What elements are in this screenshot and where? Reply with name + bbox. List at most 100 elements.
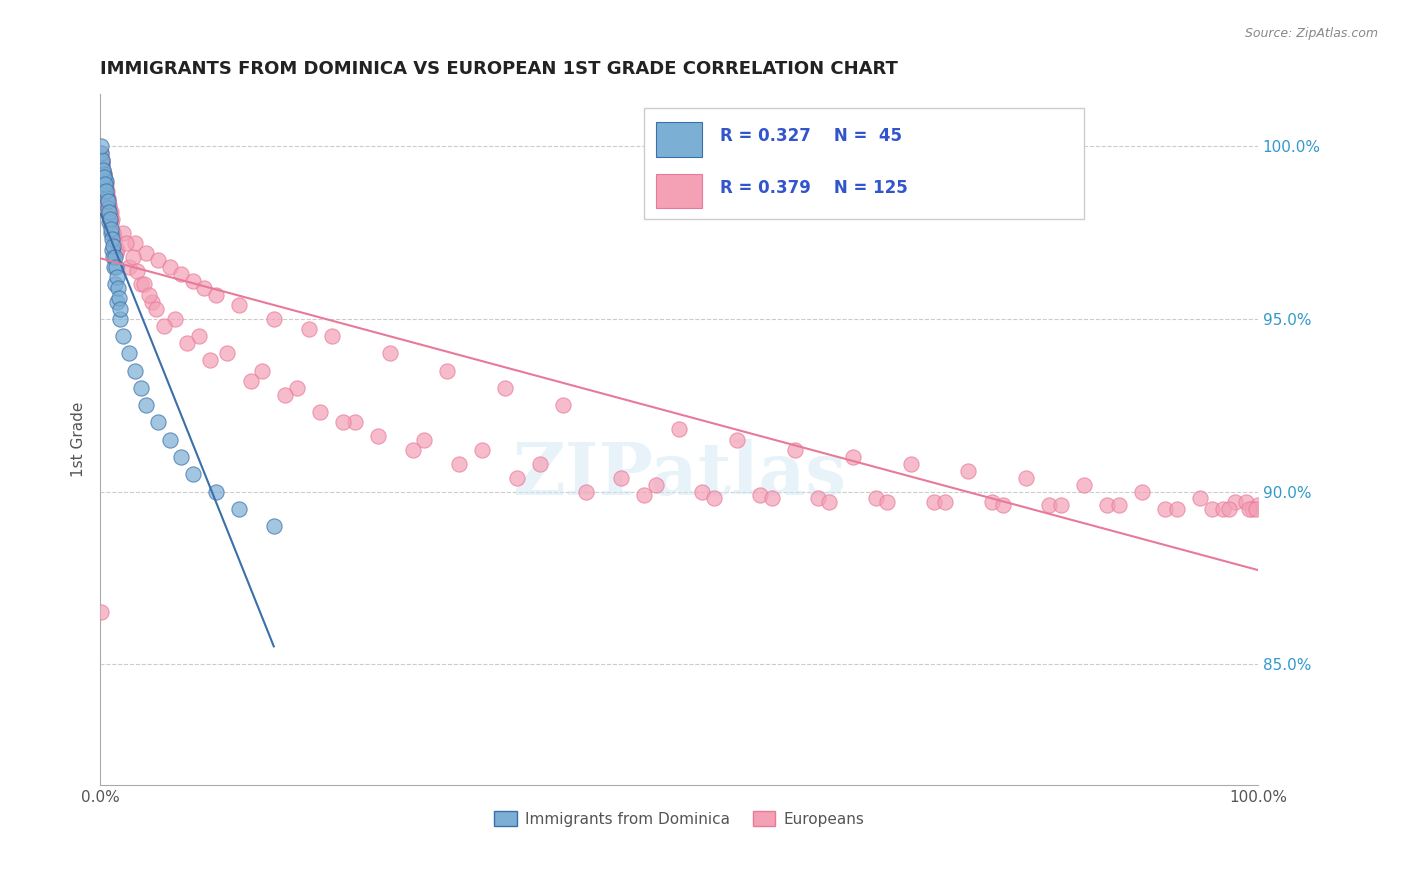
Europeans (129, 277, 152, 292)
Europeans (127, 263, 149, 277)
Europeans (343, 416, 366, 430)
Immigrants from Dominica (181, 467, 204, 482)
Immigrants from Dominica (91, 163, 114, 178)
Europeans (96, 184, 118, 198)
Europeans (980, 495, 1002, 509)
Europeans (807, 491, 830, 506)
Europeans (1038, 499, 1060, 513)
Europeans (91, 160, 114, 174)
Europeans (783, 443, 806, 458)
Europeans (1073, 477, 1095, 491)
Europeans (818, 495, 841, 509)
Immigrants from Dominica (263, 519, 285, 533)
Europeans (96, 191, 118, 205)
Europeans (98, 198, 121, 212)
Text: IMMIGRANTS FROM DOMINICA VS EUROPEAN 1ST GRADE CORRELATION CHART: IMMIGRANTS FROM DOMINICA VS EUROPEAN 1ST… (100, 60, 898, 78)
Europeans (98, 208, 121, 222)
Bar (655, 122, 702, 157)
Europeans (749, 488, 772, 502)
Europeans (668, 422, 690, 436)
Europeans (761, 491, 783, 506)
Europeans (124, 235, 146, 250)
Europeans (471, 443, 494, 458)
Immigrants from Dominica (94, 174, 117, 188)
Europeans (146, 253, 169, 268)
Immigrants from Dominica (107, 294, 129, 309)
Europeans (1212, 501, 1234, 516)
Europeans (934, 495, 956, 509)
Europeans (250, 364, 273, 378)
Europeans (506, 471, 529, 485)
Immigrants from Dominica (96, 184, 118, 198)
Immigrants from Dominica (90, 139, 112, 153)
Immigrants from Dominica (108, 291, 131, 305)
Europeans (297, 322, 319, 336)
Europeans (114, 235, 136, 250)
Europeans (690, 484, 713, 499)
Immigrants from Dominica (129, 381, 152, 395)
Europeans (100, 204, 122, 219)
Immigrants from Dominica (94, 178, 117, 192)
Europeans (332, 416, 354, 430)
Europeans (91, 156, 114, 170)
Immigrants from Dominica (90, 146, 112, 161)
Europeans (159, 260, 181, 274)
Europeans (321, 329, 343, 343)
Europeans (876, 495, 898, 509)
Immigrants from Dominica (118, 346, 141, 360)
Europeans (217, 346, 239, 360)
Europeans (900, 457, 922, 471)
Immigrants from Dominica (107, 281, 129, 295)
Immigrants from Dominica (93, 170, 115, 185)
Europeans (1108, 499, 1130, 513)
Europeans (98, 204, 121, 219)
Europeans (103, 232, 125, 246)
Europeans (145, 301, 167, 316)
Europeans (1244, 501, 1267, 516)
Europeans (1130, 484, 1153, 499)
Europeans (135, 246, 157, 260)
Europeans (957, 464, 980, 478)
Europeans (610, 471, 633, 485)
Europeans (90, 153, 112, 167)
Europeans (1097, 499, 1119, 513)
Europeans (633, 488, 655, 502)
Immigrants from Dominica (93, 167, 115, 181)
Europeans (138, 287, 160, 301)
Immigrants from Dominica (103, 239, 125, 253)
Europeans (575, 484, 598, 499)
Europeans (176, 336, 198, 351)
Text: Source: ZipAtlas.com: Source: ZipAtlas.com (1244, 27, 1378, 40)
Europeans (1247, 499, 1270, 513)
Europeans (134, 277, 156, 292)
Europeans (841, 450, 863, 464)
Immigrants from Dominica (101, 250, 124, 264)
Europeans (104, 239, 127, 253)
Europeans (193, 281, 215, 295)
FancyBboxPatch shape (644, 108, 1084, 219)
Europeans (121, 250, 143, 264)
Immigrants from Dominica (98, 215, 121, 229)
Immigrants from Dominica (159, 433, 181, 447)
Immigrants from Dominica (205, 484, 228, 499)
Immigrants from Dominica (104, 250, 127, 264)
Bar (655, 174, 702, 209)
Europeans (447, 457, 470, 471)
Europeans (97, 191, 120, 205)
Immigrants from Dominica (108, 312, 131, 326)
Text: R = 0.327    N =  45: R = 0.327 N = 45 (720, 127, 901, 145)
Europeans (239, 374, 262, 388)
Immigrants from Dominica (100, 226, 122, 240)
Europeans (181, 274, 204, 288)
Europeans (494, 381, 516, 395)
Immigrants from Dominica (104, 260, 127, 274)
Europeans (413, 433, 436, 447)
Europeans (97, 198, 120, 212)
Europeans (94, 184, 117, 198)
Europeans (1237, 501, 1260, 516)
Europeans (1218, 501, 1240, 516)
Europeans (90, 146, 112, 161)
Text: R = 0.379    N = 125: R = 0.379 N = 125 (720, 178, 907, 196)
Europeans (205, 287, 228, 301)
Immigrants from Dominica (100, 243, 122, 257)
